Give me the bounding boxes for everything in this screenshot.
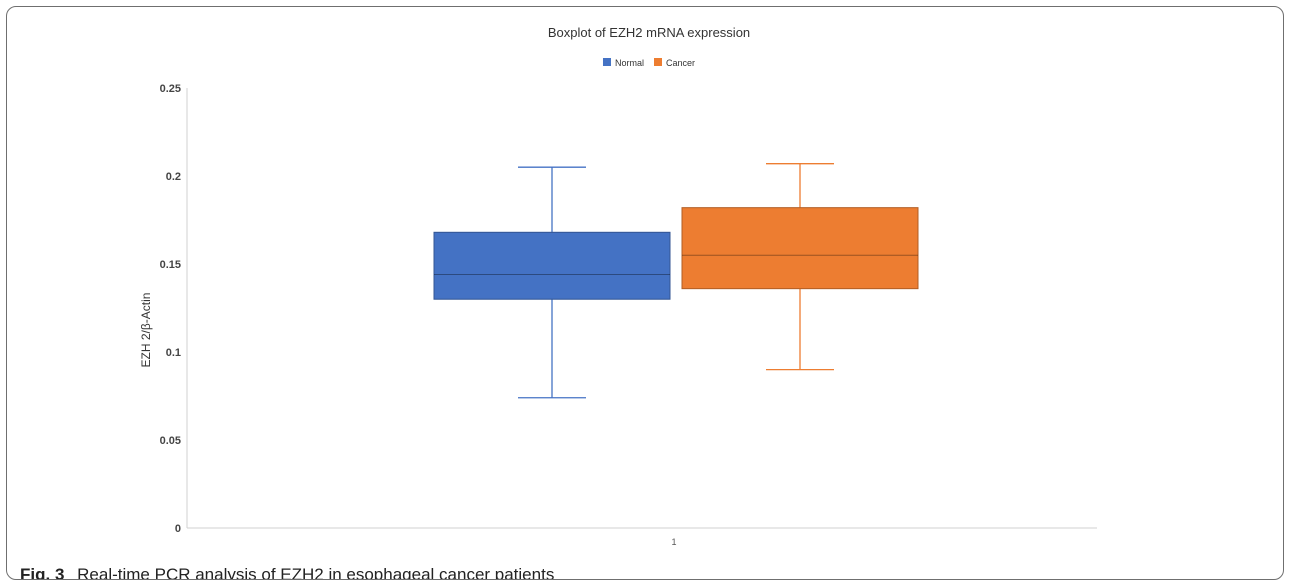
x-tick-label: 1 — [671, 537, 676, 547]
caption-text: Real-time PCR analysis of EZH2 in esopha… — [77, 565, 555, 580]
y-tick-label: 0.2 — [166, 171, 181, 183]
y-tick-label: 0.1 — [166, 347, 181, 359]
iqr-box-outline — [681, 207, 919, 290]
iqr-box — [433, 231, 671, 300]
iqr-box — [681, 207, 919, 290]
iqr-box-outline — [433, 231, 671, 300]
boxes — [433, 163, 919, 399]
box-normal — [433, 166, 671, 399]
legend-label: Cancer — [666, 58, 695, 68]
x-axis-ticks: 1 — [671, 537, 676, 547]
legend-item: Normal — [602, 58, 644, 68]
legend-label: Normal — [615, 58, 644, 68]
figure-frame: Boxplot of EZH2 mRNA expression Normal Ca… — [6, 6, 1284, 580]
legend-swatch — [654, 58, 662, 66]
chart-title: Boxplot of EZH2 mRNA expression — [548, 25, 750, 40]
figure-caption: Fig. 3 Real-time PCR analysis of EZH2 in… — [20, 565, 555, 580]
y-tick-label: 0.05 — [160, 435, 181, 447]
y-tick-label: 0 — [175, 523, 181, 535]
y-axis-label: EZH 2/β-Actin — [139, 293, 153, 368]
y-tick-label: 0.15 — [160, 259, 181, 271]
caption-label: Fig. 3 — [20, 565, 65, 580]
boxplot-chart: Boxplot of EZH2 mRNA expression Normal Ca… — [139, 25, 1097, 547]
y-tick-label: 0.25 — [160, 83, 181, 95]
legend: Normal Cancer — [602, 58, 695, 68]
legend-swatch — [602, 58, 611, 66]
box-cancer — [681, 163, 919, 371]
legend-item: Cancer — [654, 58, 695, 68]
y-axis-ticks: 0 0.05 0.1 0.15 0.2 0.25 — [160, 83, 181, 535]
